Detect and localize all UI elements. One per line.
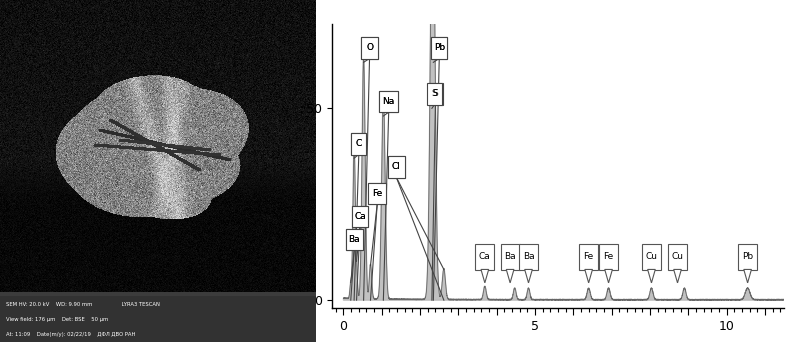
Text: Ba: Ba <box>349 235 360 244</box>
FancyBboxPatch shape <box>388 156 405 177</box>
Text: C: C <box>356 139 362 148</box>
FancyBboxPatch shape <box>427 83 442 105</box>
Polygon shape <box>506 269 514 283</box>
FancyBboxPatch shape <box>351 206 368 227</box>
Text: Pb: Pb <box>434 43 445 52</box>
FancyBboxPatch shape <box>501 244 520 269</box>
FancyBboxPatch shape <box>738 244 757 269</box>
FancyBboxPatch shape <box>362 37 378 59</box>
FancyBboxPatch shape <box>351 206 368 227</box>
FancyBboxPatch shape <box>599 244 618 269</box>
Text: Pb: Pb <box>434 43 445 52</box>
FancyBboxPatch shape <box>346 229 363 250</box>
Text: At: 11:09    Date(m/y): 02/22/19    ДФЛ ДВО РАН: At: 11:09 Date(m/y): 02/22/19 ДФЛ ДВО РА… <box>6 332 136 337</box>
Text: Na: Na <box>382 97 395 106</box>
Text: C: C <box>356 139 362 148</box>
Text: S: S <box>432 90 438 98</box>
Text: Cu: Cu <box>646 252 658 262</box>
Text: Ba: Ba <box>504 252 516 262</box>
Text: Na: Na <box>382 97 395 106</box>
Text: O: O <box>366 43 373 52</box>
Text: Cl: Cl <box>392 162 401 171</box>
Text: Cl: Cl <box>392 162 401 171</box>
FancyBboxPatch shape <box>351 133 366 155</box>
Polygon shape <box>585 269 593 283</box>
Polygon shape <box>605 269 612 283</box>
Text: S: S <box>433 90 438 98</box>
FancyBboxPatch shape <box>368 183 386 205</box>
FancyBboxPatch shape <box>362 37 378 59</box>
Polygon shape <box>648 269 655 283</box>
FancyBboxPatch shape <box>668 244 687 269</box>
Text: Fe: Fe <box>372 189 382 198</box>
Text: Ba: Ba <box>522 252 534 262</box>
Polygon shape <box>674 269 682 283</box>
FancyBboxPatch shape <box>379 91 398 113</box>
FancyBboxPatch shape <box>428 83 443 105</box>
FancyBboxPatch shape <box>346 229 363 250</box>
FancyBboxPatch shape <box>519 244 538 269</box>
FancyBboxPatch shape <box>475 244 494 269</box>
Polygon shape <box>525 269 532 283</box>
FancyBboxPatch shape <box>431 37 447 59</box>
Polygon shape <box>744 269 751 283</box>
FancyBboxPatch shape <box>379 91 398 113</box>
FancyBboxPatch shape <box>431 37 447 59</box>
Text: Cu: Cu <box>671 252 683 262</box>
Text: View field: 176 µm    Det: BSE    50 µm: View field: 176 µm Det: BSE 50 µm <box>6 317 109 322</box>
Text: Fe: Fe <box>583 252 594 262</box>
FancyBboxPatch shape <box>351 133 366 155</box>
Text: Fe: Fe <box>372 189 382 198</box>
Text: Fe: Fe <box>603 252 614 262</box>
FancyBboxPatch shape <box>388 156 405 177</box>
Text: Ca: Ca <box>354 212 366 221</box>
FancyBboxPatch shape <box>368 183 386 205</box>
Text: Ca: Ca <box>354 212 366 221</box>
Polygon shape <box>481 269 489 283</box>
Text: O: O <box>366 43 373 52</box>
Text: Ca: Ca <box>479 252 490 262</box>
Text: SEM HV: 20.0 kV    WD: 9.90 mm                  LYRA3 TESCAN: SEM HV: 20.0 kV WD: 9.90 mm LYRA3 TESCAN <box>6 302 160 307</box>
FancyBboxPatch shape <box>642 244 661 269</box>
FancyBboxPatch shape <box>579 244 598 269</box>
Text: Ba: Ba <box>349 235 360 244</box>
Text: Pb: Pb <box>742 252 753 262</box>
